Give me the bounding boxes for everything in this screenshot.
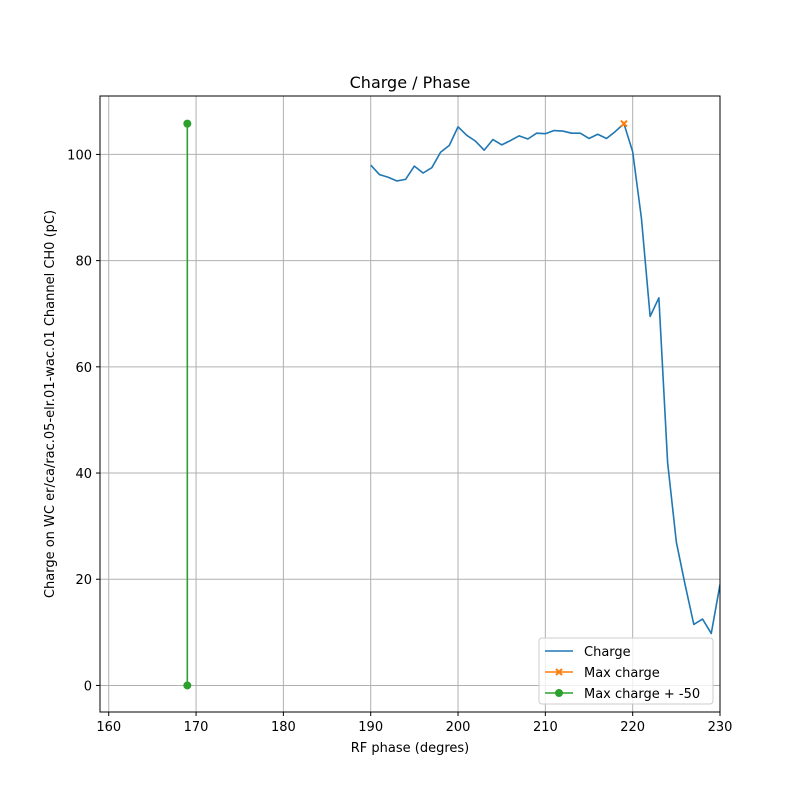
- legend-label-charge: Charge: [584, 645, 631, 660]
- x-tick-label: 220: [620, 720, 645, 735]
- x-axis-label: RF phase (degres): [351, 741, 469, 756]
- legend-marker-max-charge-50: [555, 689, 563, 697]
- legend-label-max-charge: Max charge: [584, 666, 660, 681]
- y-axis-label: Charge on WC er/ca/rac.05-elr.01-wac.01 …: [43, 210, 58, 598]
- legend-box: [538, 637, 714, 705]
- y-tick-label: 20: [75, 573, 92, 588]
- y-tick-label: 40: [75, 467, 92, 482]
- series-line-charge: [370, 122, 720, 635]
- y-axis: 0 20 40 60 80 100: [67, 148, 100, 694]
- y-tick-label: 60: [75, 361, 92, 376]
- legend-marker-max-charge: [555, 668, 563, 676]
- x-tick-label: 170: [184, 720, 209, 735]
- x-tick-label: 190: [358, 720, 383, 735]
- x-tick-label: 230: [708, 720, 733, 735]
- y-tick-label: 0: [84, 679, 92, 694]
- legend-marker-max-charge-stroke: [555, 668, 563, 676]
- legend: Charge Max charge Max charge + -50: [538, 637, 714, 705]
- x-tick-label: 200: [446, 720, 471, 735]
- x-tick-label: 210: [533, 720, 558, 735]
- data-point-max-charge-stroke: [620, 119, 628, 128]
- y-tick-label: 100: [67, 148, 92, 163]
- series-group: [183, 119, 720, 690]
- x-tick-label: 180: [271, 720, 296, 735]
- data-point-max-charge-50: [183, 681, 192, 690]
- legend-label-max-charge-50: Max charge + -50: [584, 687, 700, 702]
- x-axis: 160 170 180 190 200 210 220 230: [96, 712, 732, 735]
- chart-title: Charge / Phase: [350, 73, 471, 92]
- data-point-max-charge-50: [183, 119, 192, 128]
- data-point-max-charge: [620, 119, 628, 128]
- plot-frame: [99, 95, 721, 713]
- grid: [100, 96, 721, 712]
- y-tick-label: 80: [75, 255, 92, 270]
- series-layer: [183, 119, 720, 690]
- x-tick-label: 160: [96, 720, 121, 735]
